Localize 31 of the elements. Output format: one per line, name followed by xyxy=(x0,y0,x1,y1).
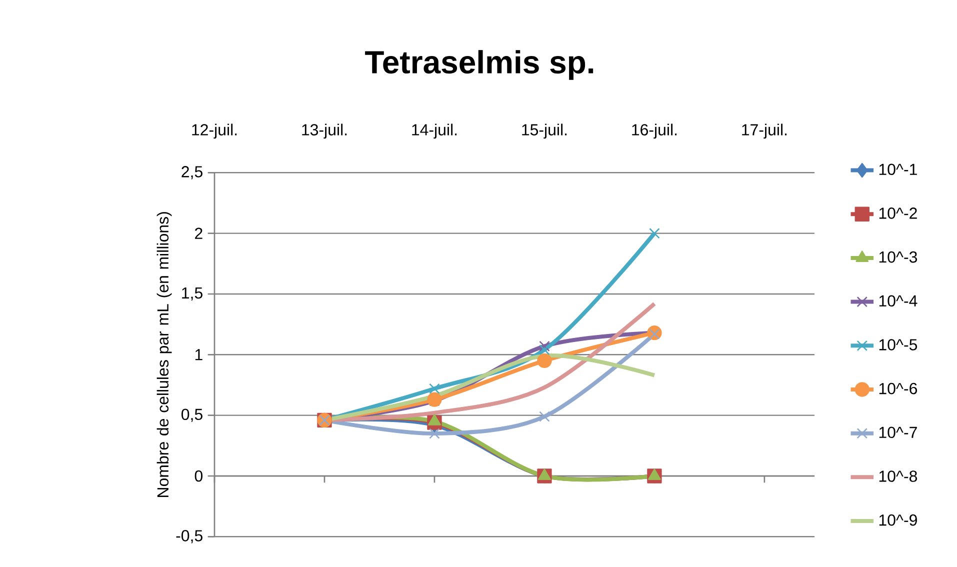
y-tick-label: 0,5 xyxy=(182,408,202,422)
point xyxy=(539,344,550,356)
x-tick-label: 14-juil. xyxy=(412,124,457,139)
legend-label: 10^-9 xyxy=(879,514,917,526)
point xyxy=(427,392,442,407)
legend-label: 10^-7 xyxy=(879,426,917,438)
point xyxy=(429,428,440,439)
x-tick-label: 12-juil. xyxy=(192,124,237,139)
legend-label: 10^-3 xyxy=(879,251,918,263)
chart-title: Tetraselmis sp. xyxy=(365,50,594,80)
point xyxy=(539,340,550,352)
y-tick-label: 2,5 xyxy=(182,166,202,180)
x-tick-label: 15-juil. xyxy=(522,124,567,139)
legend-label: 10^-5 xyxy=(879,339,918,350)
legend-label: 10^-8 xyxy=(879,470,918,482)
point xyxy=(429,383,440,394)
point xyxy=(649,228,660,239)
legend-label: 10^-2 xyxy=(879,208,917,219)
y-tick-label: 0 xyxy=(194,470,202,482)
x-tick-label: 17-juil. xyxy=(742,124,787,139)
y-axis-title: Nombre de cellules par mL (en millions) xyxy=(156,212,172,497)
y-tick-label: 2 xyxy=(195,228,202,239)
x-tick-label: 13-juil. xyxy=(302,124,347,139)
x-tick-label: 16-juil. xyxy=(632,124,677,139)
y-tick-label: -0,5 xyxy=(176,530,202,544)
legend-label: 10^-6 xyxy=(879,382,918,394)
y-tick-label: 1 xyxy=(195,349,202,360)
legend-label: 10^-4 xyxy=(879,295,918,307)
y-tick-label: 1,5 xyxy=(182,287,202,301)
legend-label: 10^-1 xyxy=(879,164,917,176)
point xyxy=(537,353,552,368)
